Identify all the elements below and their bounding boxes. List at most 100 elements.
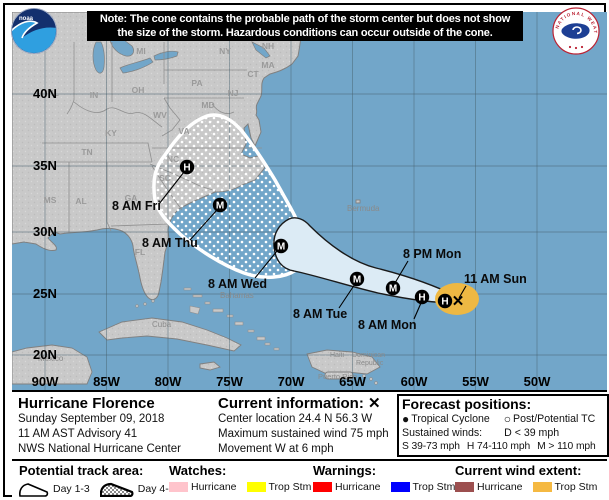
svg-text:50W: 50W — [524, 374, 551, 389]
svg-text:NH: NH — [262, 41, 274, 51]
sustained-winds-label: Sustained winds: — [402, 427, 483, 439]
marker-8am-fri: H — [179, 159, 195, 175]
svg-text:AL: AL — [75, 196, 86, 206]
bahamas-islands — [135, 287, 378, 385]
svg-text:H: H — [418, 293, 425, 304]
day-4-5-label: Day 4-5 — [137, 483, 175, 495]
trop-stm-extent-label: Trop Stm — [554, 481, 598, 493]
note-line-1: Note: The cone contains the probable pat… — [99, 13, 511, 25]
wind-category-m: M > 110 mph — [537, 441, 596, 452]
forecast-markers: H H M M M M H ✕ — [179, 159, 464, 310]
hispaniola — [306, 349, 381, 375]
nws-logo-icon: NATIONAL WEATHER SERVICE — [550, 3, 600, 55]
svg-text:VA: VA — [178, 126, 189, 136]
post-potential-tc-label: Post/Potential TC — [513, 413, 596, 425]
svg-text:MI: MI — [136, 46, 145, 56]
svg-text:Cuba: Cuba — [152, 320, 172, 329]
trop-stm-warning-label: Trop Stm — [412, 481, 456, 493]
tropical-cyclone-icon: ● — [402, 412, 410, 426]
day-1-3-label: Day 1-3 — [53, 483, 90, 495]
marker-8am-wed: M — [273, 238, 289, 254]
svg-text:90W: 90W — [32, 374, 59, 389]
hurricane-watch-label: Hurricane — [191, 481, 237, 493]
svg-text:H: H — [441, 297, 448, 308]
svg-text:65W: 65W — [339, 374, 366, 389]
svg-text:noaa: noaa — [19, 16, 34, 22]
day-4-5-cone-icon — [99, 482, 134, 497]
svg-text:8 AM Mon: 8 AM Mon — [358, 318, 417, 332]
svg-text:MS: MS — [44, 195, 57, 205]
day-1-3-cone-icon — [19, 483, 49, 497]
svg-text:NC: NC — [167, 154, 179, 164]
svg-text:NJ: NJ — [228, 88, 239, 98]
hurricane-warning-swatch — [313, 482, 332, 492]
marker-8am-thu: M — [212, 197, 228, 213]
hurricane-extent-swatch — [455, 482, 474, 492]
svg-text:IN: IN — [90, 90, 99, 100]
legend-potential-track: Potential track area: Day 1-3 Day 4-5 — [19, 463, 185, 497]
svg-text:Mexico: Mexico — [38, 354, 64, 363]
svg-text:SC: SC — [159, 173, 171, 183]
marker-8am-mon: H — [414, 289, 430, 305]
state-labels: IL IN OH PA NY MI NH MA CT NJ MD WV VA K… — [44, 41, 275, 257]
forecast-positions-title: Forecast positions: — [402, 396, 532, 412]
legend-warnings: Warnings: Hurricane Trop Stm — [313, 463, 465, 493]
storm-name: Hurricane Florence — [18, 395, 155, 412]
marker-8pm-mon: M — [385, 280, 401, 296]
svg-text:85W: 85W — [93, 374, 120, 389]
warnings-title: Warnings: — [313, 463, 377, 478]
svg-text:60W: 60W — [401, 374, 428, 389]
svg-text:8 AM Fri: 8 AM Fri — [112, 199, 161, 213]
svg-text:Bermuda: Bermuda — [347, 204, 380, 213]
svg-text:FL: FL — [135, 247, 145, 257]
svg-text:8 AM Thu: 8 AM Thu — [142, 236, 198, 250]
lat-labels: 40N 35N 30N 25N 20N — [33, 86, 57, 362]
svg-text:75W: 75W — [216, 374, 243, 389]
lon-labels: 90W 85W 80W 75W 70W 65W 60W 55W 50W — [32, 374, 551, 389]
wind-category-h: H 74-110 mph — [466, 441, 531, 452]
svg-text:8 AM Tue: 8 AM Tue — [293, 307, 347, 321]
caribbean-lands — [12, 199, 381, 385]
svg-text:80W: 80W — [155, 374, 182, 389]
advisory-date: Sunday September 09, 2018 — [18, 413, 165, 425]
time-labels: 11 AM Sun 8 AM Mon 8 PM Mon 8 AM Tue 8 A… — [112, 199, 527, 332]
svg-text:TN: TN — [81, 147, 92, 157]
current-info-title-text: Current information: — [218, 395, 364, 412]
svg-text:Haiti: Haiti — [330, 352, 344, 359]
svg-text:GA: GA — [125, 193, 138, 203]
svg-text:35N: 35N — [33, 158, 57, 173]
svg-text:8 AM Wed: 8 AM Wed — [208, 277, 267, 291]
note-banner: Note: The cone contains the probable pat… — [87, 11, 523, 41]
svg-text:20N: 20N — [33, 347, 57, 362]
bermuda — [355, 199, 361, 204]
forecast-positions-box: Forecast positions: ● Tropical Cyclone ○… — [397, 394, 609, 457]
svg-text:Puerto Rico: Puerto Rico — [318, 372, 357, 381]
svg-text:NY: NY — [219, 46, 231, 56]
svg-text:M: M — [216, 201, 224, 212]
svg-text:Republic: Republic — [356, 360, 384, 367]
advisory-number: 11 AM AST Advisory 41 — [18, 428, 138, 440]
cone-day-4-5 — [152, 113, 307, 279]
watches-title: Watches: — [169, 463, 227, 478]
place-labels: Mexico Cuba Bahamas Bermuda Haiti Domini… — [38, 204, 385, 381]
post-potential-tc-icon: ○ — [503, 412, 512, 426]
svg-text:M: M — [277, 242, 285, 253]
svg-text:CT: CT — [247, 69, 259, 79]
svg-text:M: M — [389, 284, 397, 295]
forecast-map: IL IN OH PA NY MI NH MA CT NJ MD WV VA K… — [12, 12, 607, 392]
outer-frame: IL IN OH PA NY MI NH MA CT NJ MD WV VA K… — [3, 3, 609, 500]
current-information: Current information: ✕ Center location 2… — [218, 395, 389, 457]
legend-bar: Potential track area: Day 1-3 Day 4-5 — [12, 461, 607, 500]
marker-8am-tue: M — [349, 271, 365, 287]
svg-text:MA: MA — [261, 60, 274, 70]
max-sustained-wind: Maximum sustained wind 75 mph — [218, 428, 389, 440]
wind-category-d: D < 39 mph — [504, 427, 560, 439]
map-svg: IL IN OH PA NY MI NH MA CT NJ MD WV VA K… — [12, 12, 607, 390]
issuing-agency: NWS National Hurricane Center — [18, 443, 181, 455]
note-line-2: the size of the storm. Hazardous conditi… — [117, 27, 493, 39]
svg-text:30N: 30N — [33, 224, 57, 239]
svg-text:11 AM Sun: 11 AM Sun — [464, 272, 527, 286]
svg-text:MD: MD — [201, 100, 214, 110]
storm-info: Hurricane Florence Sunday September 09, … — [18, 395, 181, 457]
